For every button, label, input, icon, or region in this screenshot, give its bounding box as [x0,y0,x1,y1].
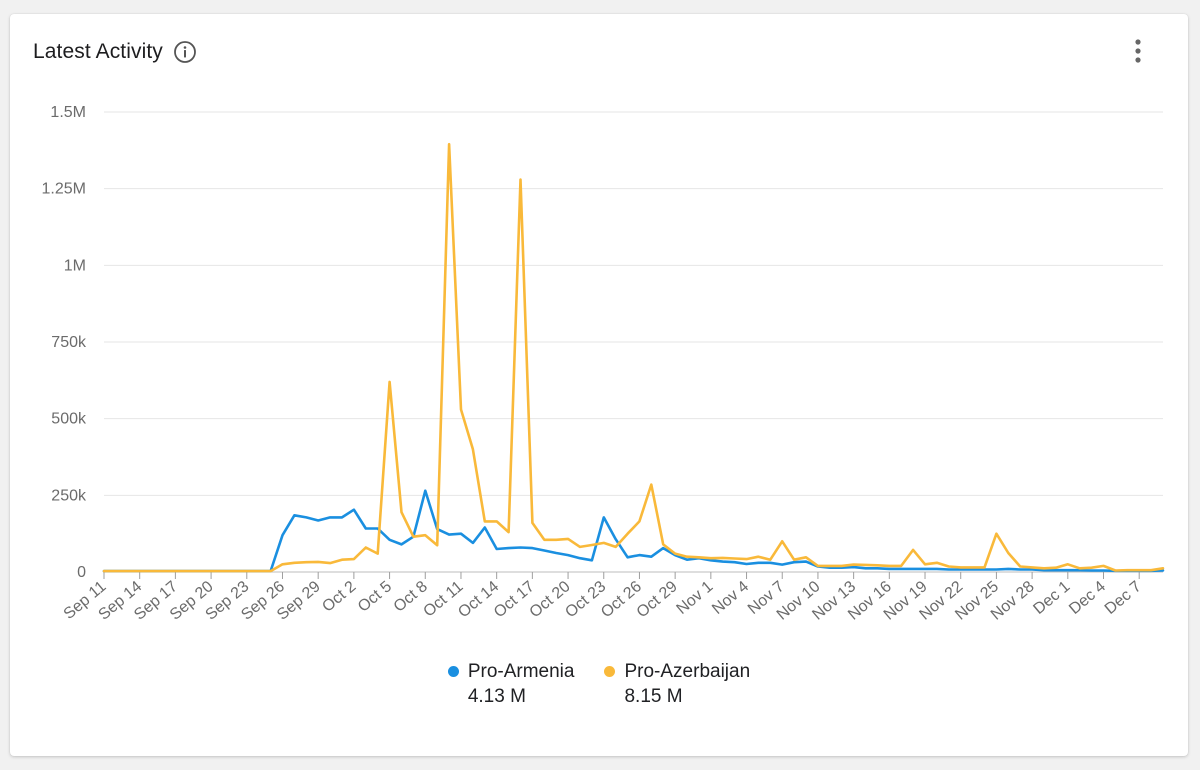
series-line-pro-azerbaijan [102,142,1165,573]
info-icon[interactable] [173,40,197,64]
more-options-button[interactable] [1126,36,1150,66]
y-tick-label: 1.25M [42,181,86,198]
more-vert-icon [1135,39,1141,63]
x-tick-label: Oct 2 [319,578,359,616]
legend-name: Pro-Armenia [467,661,575,682]
series-line-pro-armenia [102,489,1165,573]
y-tick-label: 500k [51,411,87,428]
x-tick-label: Dec 4 [1066,578,1109,618]
y-tick-label: 0 [77,564,86,581]
legend-dot-pro-azerbaijan [604,666,616,677]
y-axis: 0 250k 500k 750k 1M 1.25M 1.5M [42,104,87,581]
chart-legend: Pro-Armenia 4.13 M Pro-Azerbaijan 8.15 M [10,660,1188,710]
legend-name: Pro-Azerbaijan [624,661,751,682]
legend-total: 8.15 M [624,686,683,707]
y-tick-label: 750k [51,334,87,351]
x-tick-label: Oct 5 [355,578,395,616]
grid-lines [104,111,1163,573]
legend-item-pro-azerbaijan[interactable]: Pro-Azerbaijan 8.15 M [604,660,750,710]
x-tick-label: Nov 4 [709,578,752,618]
x-tick-label: Dec 7 [1102,578,1145,618]
card-header: Latest Activity [33,40,197,64]
legend-dot-pro-armenia [447,666,459,677]
legend-item-pro-armenia[interactable]: Pro-Armenia 4.13 M [447,660,575,710]
series-lines [102,142,1165,573]
x-tick-label: Dec 1 [1030,578,1073,618]
legend-total: 4.13 M [467,686,526,707]
activity-card: Latest Activity 0 250k 500k 750k 1M 1.25M 1.5M… [10,14,1188,756]
card-title: Latest Activity [33,40,163,63]
x-tick-label: Oct 29 [634,578,681,621]
y-tick-label: 1M [64,257,86,274]
y-tick-label: 250k [51,487,87,504]
x-tick-label: Nov 1 [673,578,716,618]
y-tick-label: 1.5M [50,104,86,121]
